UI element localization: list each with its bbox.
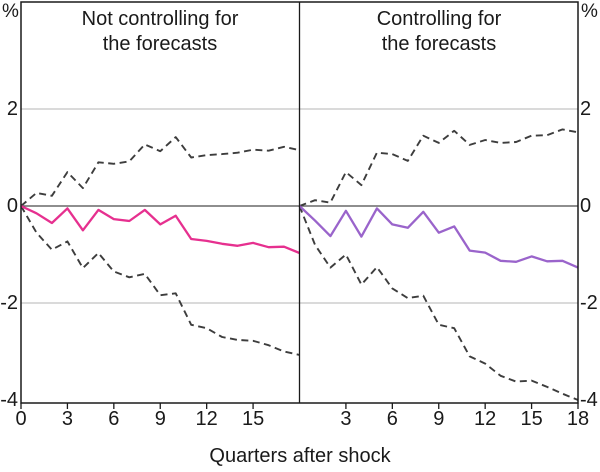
y-tick-label-left: 0	[6, 195, 18, 217]
x-tick-label: 12	[195, 408, 218, 430]
series-response-panel-1	[298, 205, 579, 269]
x-tick-label: 15	[241, 408, 265, 430]
series-upper-confidence-band-panel-0	[20, 136, 300, 207]
x-tick-label: 3	[340, 408, 352, 430]
series-upper-confidence-band-panel-1	[299, 128, 579, 207]
plot-frame	[20, 1, 579, 404]
x-tick-label: 3	[61, 408, 73, 430]
y-tick-label-left: 2	[6, 98, 18, 120]
y-tick-label-left: -4	[0, 389, 18, 411]
panel-title-left: Not controlling for the forecasts	[81, 8, 239, 55]
series-lower-confidence-band-panel-0	[20, 205, 300, 356]
x-tick-label: 0	[15, 408, 27, 430]
y-tick-label-right: -4	[580, 389, 598, 411]
x-axis-label: Quarters after shock	[209, 445, 391, 467]
x-tick-label: 6	[108, 408, 120, 430]
y-axis-unit-left: %	[2, 1, 19, 22]
panel-title-right: Controlling for the forecasts	[376, 8, 502, 55]
series-lower-confidence-band-panel-1	[298, 205, 579, 401]
x-tick-label: 18	[566, 408, 590, 430]
x-tick-label: 6	[386, 408, 398, 430]
x-tick-label: 9	[433, 408, 445, 430]
y-tick-label-right: -2	[580, 292, 598, 314]
y-axis-unit-right: %	[581, 1, 598, 22]
series-response-panel-0	[20, 204, 300, 255]
y-tick-label-right: 0	[580, 195, 592, 217]
x-tick-label: 9	[154, 408, 166, 430]
y-tick-label-left: -2	[0, 292, 18, 314]
y-tick-label-right: 2	[580, 98, 592, 120]
x-tick-label: 12	[474, 408, 497, 430]
x-tick-label: 15	[520, 408, 543, 430]
